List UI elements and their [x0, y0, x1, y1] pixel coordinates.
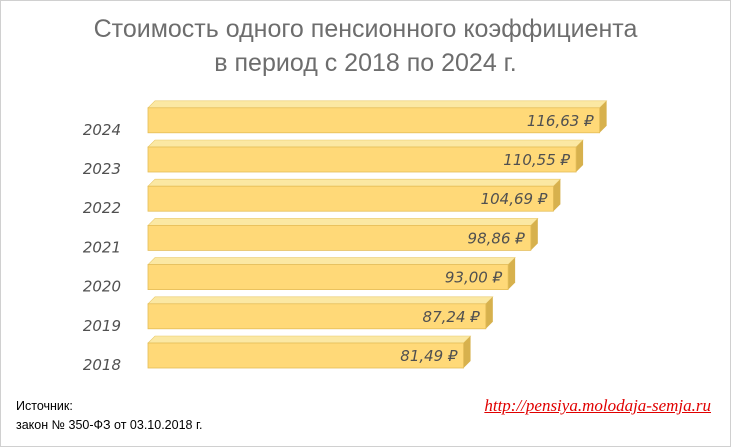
bar-front-2020	[147, 264, 509, 291]
bar-side-2021	[530, 218, 538, 251]
bar-2019: 87,24 ₽	[147, 296, 494, 330]
bar-side-2024	[599, 100, 607, 133]
y-tick-2022: 2022	[83, 199, 121, 217]
bar-front-2022	[147, 185, 554, 212]
bar-side-2019	[485, 296, 493, 329]
bar-2021: 98,86 ₽	[147, 218, 539, 251]
data-label-2018: 81,49 ₽	[400, 347, 458, 365]
data-label-2019: 87,24 ₽	[423, 308, 481, 326]
source-link[interactable]: http://pensiya.molodaja-semja.ru	[484, 396, 711, 415]
y-tick-2019: 2019	[83, 317, 121, 335]
y-tick-2021: 2021	[83, 238, 121, 256]
data-label-2023: 110,55 ₽	[503, 151, 570, 169]
bar-side-2022	[553, 179, 561, 212]
y-tick-2024: 2024	[83, 121, 121, 139]
data-label-2020: 93,00 ₽	[445, 269, 503, 287]
y-tick-2023: 2023	[83, 160, 121, 178]
bar-top-2021	[147, 218, 539, 226]
source-law: закон № 350-ФЗ от 03.10.2018 г.	[16, 418, 203, 432]
bar-top-2019	[147, 296, 494, 305]
bar-top-2018	[147, 335, 472, 344]
data-label-2022: 104,69 ₽	[481, 190, 548, 208]
bar-front-2019	[147, 303, 487, 330]
bar-top-2020	[147, 257, 516, 265]
bar-top-2022	[147, 178, 562, 187]
bar-2020: 93,00 ₽	[147, 257, 516, 291]
bar-side-2020	[508, 257, 516, 290]
bar-front-2023	[147, 146, 577, 173]
bar-front-2018	[147, 342, 464, 369]
bar-front-2021	[147, 224, 532, 251]
y-tick-2020: 2020	[83, 278, 121, 296]
bar-side-2018	[463, 336, 471, 368]
source-label: Источник:	[16, 399, 73, 413]
chart-title-line-1: Стоимость одного пенсионного коэффициент…	[93, 15, 638, 43]
bar-top-2023	[147, 139, 584, 148]
chart-title-line-2: в период с 2018 по 2024 г.	[214, 49, 517, 77]
bar-2023: 110,55 ₽	[147, 139, 584, 173]
bar-2018: 81,49 ₽	[147, 335, 472, 369]
bar-top-2024	[147, 100, 608, 109]
bar-front-2024	[147, 107, 601, 134]
data-label-2021: 98,86 ₽	[468, 229, 526, 247]
source-note: Источник: закон № 350-ФЗ от 03.10.2018 г…	[16, 397, 202, 435]
bar-2022: 104,69 ₽	[147, 178, 562, 212]
chart-title: Стоимость одного пенсионного коэффициент…	[0, 12, 731, 80]
data-label-2024: 116,63 ₽	[527, 112, 594, 130]
y-tick-2018: 2018	[83, 356, 121, 374]
bar-2024: 116,63 ₽	[147, 100, 608, 134]
bar-side-2023	[576, 140, 584, 172]
